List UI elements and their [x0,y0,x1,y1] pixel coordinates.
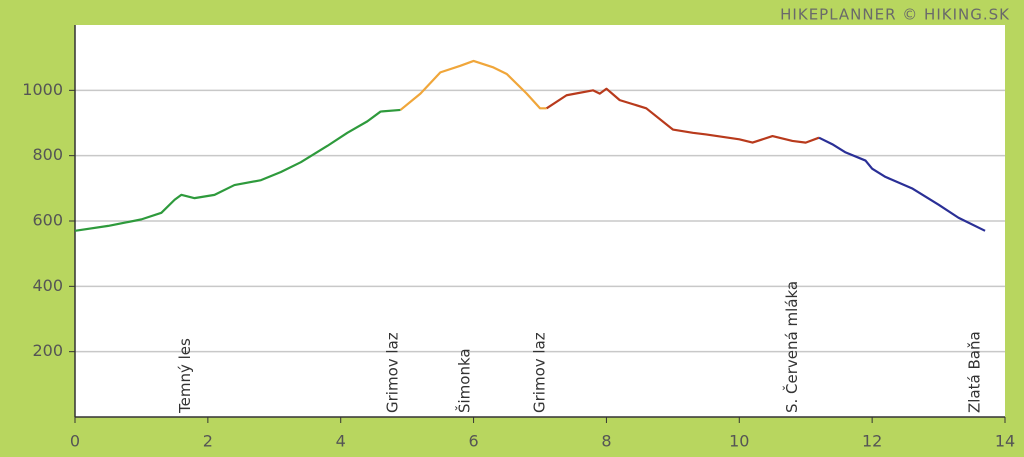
elevation-line [546,87,820,144]
waypoint-label: S. Červená mláka [782,281,801,413]
waypoint-label: Temný les [176,338,194,414]
x-tick-label: 14 [995,432,1015,451]
y-tick-label: 200 [32,341,63,360]
y-tick-label: 400 [32,276,63,295]
waypoint-label: Grimov laz [531,332,549,413]
x-tick-label: 12 [862,432,882,451]
chart-title: HIKEPLANNER © HIKING.SK [780,6,1010,24]
waypoint-label: Šimonka [454,348,473,413]
x-tick-label: 6 [468,432,478,451]
y-tick-label: 800 [32,145,63,164]
elevation-line [399,59,547,111]
elevation-line [818,136,986,232]
elevation-line [74,108,401,232]
y-tick-label: 600 [32,211,63,230]
waypoint-label: Grimov laz [384,332,402,413]
x-tick-label: 4 [336,432,346,451]
x-tick-label: 8 [601,432,611,451]
x-tick-label: 10 [729,432,749,451]
waypoint-label: Zlatá Baňa [966,331,984,413]
x-tick-label: 0 [70,432,80,451]
x-tick-label: 2 [203,432,213,451]
y-tick-label: 1000 [22,80,63,99]
